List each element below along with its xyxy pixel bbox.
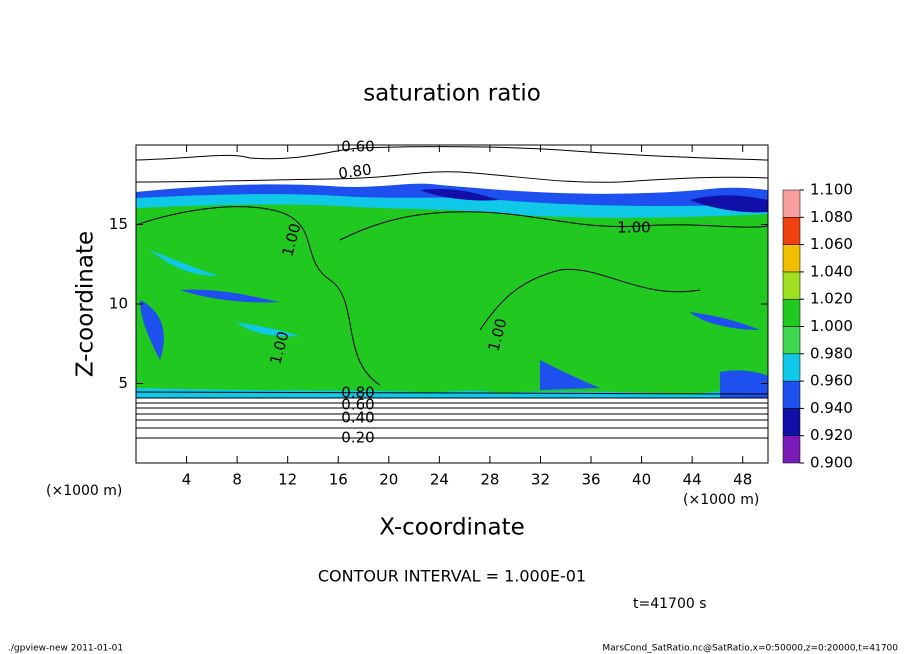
colorbar-band xyxy=(782,353,801,382)
contour-label: 0.80 xyxy=(341,384,374,402)
chart-title: saturation ratio xyxy=(363,81,541,107)
x-tick-label: 8 xyxy=(232,471,242,489)
colorbar-tick-label: 1.060 xyxy=(810,235,853,253)
contour-label: 0.40 xyxy=(341,409,374,427)
colorbar-tick-label: 1.000 xyxy=(810,317,853,335)
colorbar-tick-label: 0.940 xyxy=(810,399,853,417)
contour-label: 0.80 xyxy=(337,160,373,182)
x-tick-label: 28 xyxy=(480,471,499,489)
contour-interval: CONTOUR INTERVAL = 1.000E-01 xyxy=(318,567,586,586)
colorbar-tick-label: 1.020 xyxy=(810,290,853,308)
colorbar-band xyxy=(782,271,801,300)
colorbar-tick-label: 1.040 xyxy=(810,262,853,280)
x-tick-label: 12 xyxy=(278,471,297,489)
x-tick-label: 36 xyxy=(581,471,600,489)
x-tick-label: 24 xyxy=(430,471,449,489)
x-axis-label: X-coordinate xyxy=(379,515,525,541)
y-axis-label: Z-coordinate xyxy=(73,231,99,377)
x-tick-label: 32 xyxy=(531,471,550,489)
colorbar-tick-label: 1.080 xyxy=(810,208,853,226)
colorbar-band xyxy=(782,380,801,409)
x-tick-label: 16 xyxy=(329,471,348,489)
contour-label: 0.60 xyxy=(341,396,374,414)
colorbar-tick-label: 0.960 xyxy=(810,372,853,390)
colorbar-band xyxy=(782,189,801,218)
x-tick-label: 4 xyxy=(182,471,192,489)
x-tick-label: 48 xyxy=(733,471,752,489)
colorbar-band xyxy=(782,217,801,245)
contour-label: 1.00 xyxy=(617,219,650,237)
x-unit: (×1000 m) xyxy=(683,492,759,508)
colorbar-tick-label: 0.920 xyxy=(810,426,853,444)
colorbar-band xyxy=(782,244,801,273)
x-tick-label: 40 xyxy=(632,471,651,489)
y-tick-label: 10 xyxy=(109,295,128,313)
colorbar-tick-label: 1.100 xyxy=(810,181,853,199)
colorbar-tick-label: 0.980 xyxy=(810,344,853,362)
contour-label: 0.20 xyxy=(341,429,374,447)
footer-left: ./gpview-new 2011-01-01 xyxy=(8,644,123,654)
contour-label: 0.60 xyxy=(341,138,374,156)
x-unit: (×1000 m) xyxy=(46,483,122,499)
colorbar-band xyxy=(782,326,801,355)
x-tick-label: 20 xyxy=(379,471,398,489)
field xyxy=(136,145,768,463)
colorbar-band xyxy=(782,408,801,436)
y-tick-label: 15 xyxy=(109,215,128,233)
colorbar-band xyxy=(782,298,801,327)
colorbar-tick-label: 0.900 xyxy=(810,454,853,472)
footer-right: MarsCond_SatRatio.nc@SatRatio,x=0:50000,… xyxy=(602,644,898,654)
y-tick-label: 5 xyxy=(118,374,128,392)
time-label: t=41700 s xyxy=(633,596,707,612)
x-tick-label: 44 xyxy=(683,471,702,489)
colorbar-band xyxy=(782,435,801,464)
